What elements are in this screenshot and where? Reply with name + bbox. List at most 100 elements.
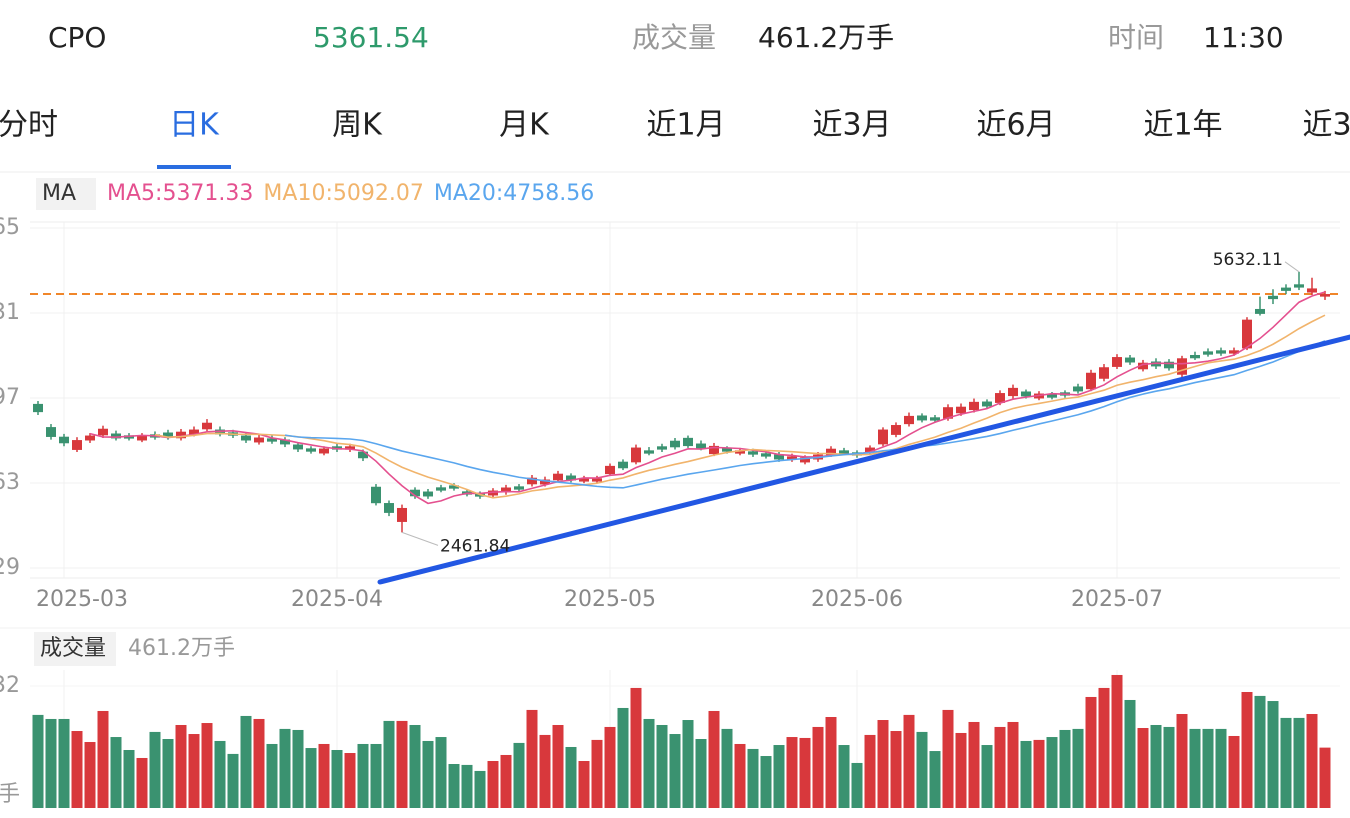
tab[interactable]: 日K [169, 108, 220, 143]
candle-body [553, 473, 563, 481]
tab[interactable]: 近3月 [812, 108, 891, 143]
candle-body [1307, 288, 1317, 293]
tab[interactable]: 月K [499, 108, 550, 143]
candle-body [969, 401, 979, 411]
volume-bar [435, 737, 447, 808]
volume-bar [682, 720, 694, 808]
volume-value: 461.2万手 [758, 21, 894, 54]
candle-body [163, 432, 173, 438]
volume-bar [968, 721, 980, 808]
candle-body [137, 435, 147, 441]
high-label: 5632.11 [1213, 250, 1283, 270]
tab[interactable]: 周K [332, 108, 383, 143]
x-tick-label: 2025-07 [1071, 587, 1163, 612]
tab[interactable]: 近1年 [1143, 108, 1222, 143]
candle-body [1216, 350, 1226, 354]
volume-bar [565, 746, 577, 808]
volume-bar [617, 707, 629, 808]
time-value: 11:30 [1203, 21, 1284, 54]
volume-bar [877, 720, 889, 808]
volume-bar [71, 731, 83, 808]
candle-body [514, 486, 524, 490]
volume-bar [1137, 728, 1149, 808]
candle-body [46, 427, 56, 437]
volume-bar [84, 742, 96, 808]
candle-body [527, 477, 537, 485]
volume-bar [474, 770, 486, 808]
volume-bar [812, 726, 824, 808]
volume-bar [721, 728, 733, 808]
volume-bar [604, 726, 616, 808]
volume-bar [695, 739, 707, 808]
candle-body [605, 465, 615, 475]
candle-body [423, 491, 433, 497]
volume-bar [370, 743, 382, 808]
candle-body [761, 453, 771, 457]
volume-bar [526, 709, 538, 808]
candle-body [1021, 391, 1031, 397]
volume-label: 成交量 [632, 21, 716, 54]
volume-bar [279, 728, 291, 808]
candle-body [1164, 361, 1174, 369]
volume-bar [799, 737, 811, 808]
candle-body [254, 437, 264, 443]
volume-bar [1293, 717, 1305, 808]
tab-underline [157, 165, 231, 169]
candle-body [436, 487, 446, 491]
candle-body [1190, 354, 1200, 359]
candle-body [293, 444, 303, 450]
volume-bar [942, 709, 954, 808]
volume-bar [669, 734, 681, 808]
volume-bar [331, 749, 343, 808]
volume-bar [201, 723, 213, 808]
volume-bar [58, 718, 70, 808]
volume-bar [916, 731, 928, 808]
price: 5361.54 [313, 21, 429, 54]
volume-bar [903, 714, 915, 808]
volume-bar [1189, 728, 1201, 808]
candle-body [748, 451, 758, 455]
candle-body [1099, 367, 1109, 379]
volume-bar [487, 760, 499, 808]
candle-body [995, 393, 1005, 403]
tab[interactable]: 分时 [0, 108, 58, 143]
volume-bar [409, 724, 421, 808]
volume-bar [630, 687, 642, 808]
volume-bar [1085, 696, 1097, 808]
volume-bar [175, 724, 187, 808]
volume-bar [396, 720, 408, 808]
tab[interactable]: 近3年 [1302, 108, 1350, 143]
tab-bar: 分时 日K 周K 月K 近1月 近3月 近6月 近1年 近3年 [0, 108, 1350, 169]
ma-legend: MA5:5371.33 [107, 181, 253, 206]
tab[interactable]: 近1月 [646, 108, 725, 143]
ma-line [154, 314, 1326, 499]
volume-bar [448, 764, 460, 808]
candle-body [319, 448, 329, 454]
tab[interactable]: 近6月 [976, 108, 1055, 143]
candle-body [774, 454, 784, 460]
volume-bar [97, 710, 109, 808]
volume-bar [513, 742, 525, 808]
volume-bar [552, 724, 564, 808]
x-tick-label: 2025-03 [36, 587, 128, 612]
volume-bar [1306, 713, 1318, 808]
y-tick-label: 6165 [0, 215, 20, 240]
candle-body [696, 443, 706, 449]
volume-bar [1020, 740, 1032, 808]
candle-body [592, 478, 602, 482]
volume-badge [34, 632, 116, 666]
candle-body [358, 451, 368, 459]
volume-bar [110, 737, 122, 808]
candle-body [176, 431, 186, 439]
ma-badge [36, 178, 96, 210]
volume-bar [1098, 687, 1110, 808]
candle-body [657, 446, 667, 450]
candle-body [345, 446, 355, 450]
low-label: 2461.84 [440, 536, 510, 556]
candle-body [1047, 394, 1057, 398]
volume-bar [708, 710, 720, 808]
candle-body [956, 406, 966, 414]
volume-bar [656, 724, 668, 808]
candle-body [1125, 357, 1135, 363]
